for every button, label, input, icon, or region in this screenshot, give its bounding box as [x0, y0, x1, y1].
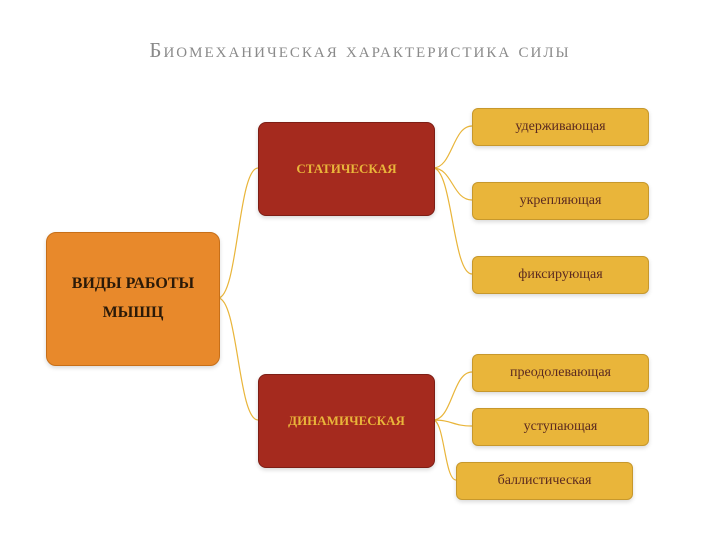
leaf-node: преодолевающая	[472, 354, 649, 392]
leaf-node: удерживающая	[472, 108, 649, 146]
leaf-node: фиксирующая	[472, 256, 649, 294]
leaf-node: уступающая	[472, 408, 649, 446]
slide: Биомеханическая характеристика силы ВИДЫ…	[0, 0, 720, 540]
slide-title: Биомеханическая характеристика силы	[0, 38, 720, 63]
leaf-node: баллистическая	[456, 462, 633, 500]
root-node: ВИДЫ РАБОТЫ МЫШЦ	[46, 232, 220, 366]
mid-node-static: СТАТИЧЕСКАЯ	[258, 122, 435, 216]
leaf-node: укрепляющая	[472, 182, 649, 220]
mid-node-dynamic: ДИНАМИЧЕСКАЯ	[258, 374, 435, 468]
